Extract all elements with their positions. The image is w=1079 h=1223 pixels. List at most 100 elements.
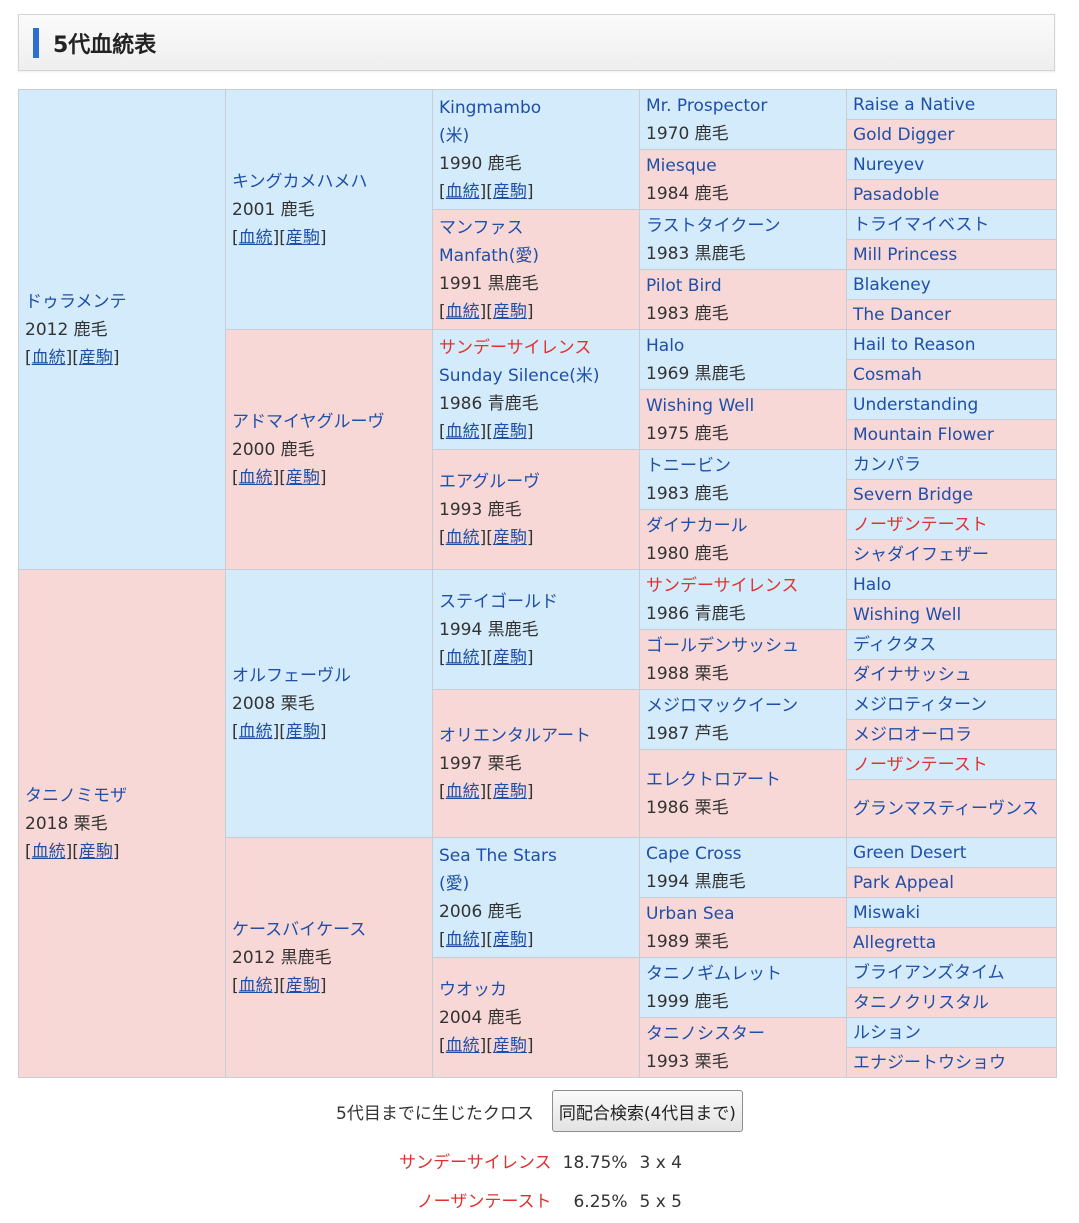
foals-link[interactable]: 産駒 [492, 1035, 527, 1056]
horse-name[interactable]: ダイナカール [646, 515, 748, 536]
pedigree-link[interactable]: 血統 [445, 301, 480, 322]
horse-name[interactable]: トニービン [646, 455, 731, 476]
horse-name[interactable]: エナジートウショウ [853, 1052, 1006, 1073]
foals-link[interactable]: 産駒 [492, 781, 527, 802]
horse-name[interactable]: Mountain Flower [853, 424, 994, 445]
horse-name[interactable]: Wishing Well [853, 604, 962, 625]
horse-name[interactable]: ドゥラメンテ [25, 291, 127, 312]
horse-name[interactable]: キングカメハメハ [232, 171, 368, 192]
horse-name-alt[interactable]: Manfath(愛) [439, 245, 539, 266]
horse-name[interactable]: トライマイベスト [853, 214, 990, 235]
foals-link[interactable]: 産駒 [492, 421, 527, 442]
foals-link[interactable]: 産駒 [78, 841, 113, 862]
horse-name[interactable]: Understanding [853, 394, 979, 415]
horse-name[interactable]: Hail to Reason [853, 334, 976, 355]
horse-name[interactable]: マンファス [439, 217, 524, 238]
horse-name[interactable]: タニノシスター [646, 1023, 765, 1044]
horse-name[interactable]: Sea The Stars [439, 845, 557, 866]
horse-name[interactable]: Raise a Native [853, 94, 976, 115]
horse-name[interactable]: Wishing Well [646, 395, 755, 416]
horse-name[interactable]: ダイナサッシュ [853, 664, 972, 685]
pedigree-link[interactable]: 血統 [238, 227, 273, 248]
horse-name[interactable]: メジロティターン [853, 694, 988, 715]
pedigree-link[interactable]: 血統 [445, 421, 480, 442]
pedigree-link[interactable]: 血統 [31, 347, 66, 368]
horse-name[interactable]: アドマイヤグルーヴ [232, 411, 385, 432]
horse-name[interactable]: サンデーサイレンス [439, 337, 592, 358]
horse-name[interactable]: オリエンタルアート [439, 725, 591, 746]
horse-name[interactable]: Halo [853, 574, 892, 595]
sire-cell: Green Desert [846, 837, 1057, 868]
pedigree-link[interactable]: 血統 [238, 975, 273, 996]
foals-link[interactable]: 産駒 [492, 181, 527, 202]
pedigree-link[interactable]: 血統 [445, 1035, 480, 1056]
horse-name[interactable]: Miesque [646, 155, 717, 176]
foals-link[interactable]: 産駒 [285, 721, 320, 742]
horse-name[interactable]: タニノミモザ [25, 785, 127, 806]
horse-info: 1970 鹿毛 [646, 123, 729, 144]
horse-name[interactable]: Urban Sea [646, 903, 735, 924]
horse-name[interactable]: Cosmah [853, 364, 922, 385]
cross-horse-name[interactable]: サンデーサイレンス [399, 1153, 552, 1173]
horse-name[interactable]: サンデーサイレンス [646, 575, 799, 596]
sire-cell: カンパラ [846, 449, 1057, 480]
horse-name[interactable]: Blakeney [853, 274, 931, 295]
horse-name[interactable]: Gold Digger [853, 124, 955, 145]
horse-name[interactable]: Halo [646, 335, 685, 356]
horse-name[interactable]: Kingmambo [439, 97, 542, 118]
horse-name-alt[interactable]: (愛) [439, 873, 470, 894]
horse-name-alt[interactable]: Sunday Silence(米) [439, 365, 600, 386]
foals-link[interactable]: 産駒 [285, 467, 320, 488]
pedigree-link[interactable]: 血統 [445, 781, 480, 802]
horse-name[interactable]: Nureyev [853, 154, 925, 175]
horse-name[interactable]: ラストタイクーン [646, 215, 781, 236]
horse-name[interactable]: グランマスティーヴンス [853, 798, 1039, 819]
horse-name[interactable]: Miswaki [853, 902, 921, 923]
foals-link[interactable]: 産駒 [492, 301, 527, 322]
horse-name[interactable]: ノーザンテースト [853, 514, 988, 535]
horse-name[interactable]: タニノギムレット [646, 963, 782, 984]
horse-name[interactable]: Green Desert [853, 842, 967, 863]
horse-name[interactable]: Park Appeal [853, 872, 954, 893]
horse-name[interactable]: ステイゴールド [439, 591, 558, 612]
horse-name[interactable]: カンパラ [853, 454, 921, 475]
horse-name[interactable]: ウオッカ [439, 979, 507, 1000]
same-mating-search-button[interactable]: 同配合検索(4代目まで) [551, 1090, 743, 1132]
foals-link[interactable]: 産駒 [285, 227, 320, 248]
horse-name[interactable]: Severn Bridge [853, 484, 974, 505]
horse-name[interactable]: Mill Princess [853, 244, 958, 265]
horse-name[interactable]: エレクトロアート [646, 769, 781, 790]
foals-link[interactable]: 産駒 [78, 347, 113, 368]
foals-link[interactable]: 産駒 [492, 527, 527, 548]
pedigree-link[interactable]: 血統 [31, 841, 66, 862]
pedigree-link[interactable]: 血統 [238, 467, 273, 488]
horse-name[interactable]: シャダイフェザー [853, 544, 989, 565]
horse-name[interactable]: Allegretta [853, 932, 937, 953]
pedigree-link[interactable]: 血統 [445, 929, 480, 950]
horse-name-alt[interactable]: (米) [439, 125, 470, 146]
pedigree-link[interactable]: 血統 [238, 721, 273, 742]
horse-name[interactable]: メジロオーロラ [853, 724, 972, 745]
cross-horse-name[interactable]: ノーザンテースト [416, 1192, 552, 1212]
pedigree-link[interactable]: 血統 [445, 527, 480, 548]
horse-name[interactable]: オルフェーヴル [232, 665, 351, 686]
foals-link[interactable]: 産駒 [492, 929, 527, 950]
horse-name[interactable]: Mr. Prospector [646, 95, 768, 116]
horse-name[interactable]: ゴールデンサッシュ [646, 635, 799, 656]
horse-name[interactable]: ノーザンテースト [853, 754, 988, 775]
horse-name[interactable]: ディクタス [853, 634, 937, 655]
horse-name[interactable]: メジロマックイーン [646, 695, 799, 716]
horse-name[interactable]: The Dancer [853, 304, 952, 325]
horse-name[interactable]: Pilot Bird [646, 275, 722, 296]
horse-name[interactable]: Cape Cross [646, 843, 742, 864]
pedigree-link[interactable]: 血統 [445, 181, 480, 202]
horse-name[interactable]: タニノクリスタル [853, 992, 989, 1013]
horse-name[interactable]: ケースバイケース [232, 919, 367, 940]
foals-link[interactable]: 産駒 [492, 647, 527, 668]
horse-name[interactable]: ブライアンズタイム [853, 962, 1005, 983]
pedigree-link[interactable]: 血統 [445, 647, 480, 668]
horse-name[interactable]: ルション [853, 1022, 921, 1043]
horse-name[interactable]: Pasadoble [853, 184, 940, 205]
foals-link[interactable]: 産駒 [285, 975, 320, 996]
horse-name[interactable]: エアグルーヴ [439, 471, 541, 492]
